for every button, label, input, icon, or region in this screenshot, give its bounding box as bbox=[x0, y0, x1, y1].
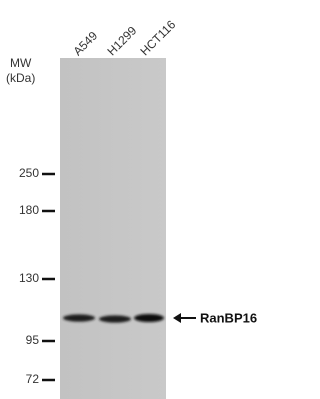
mw-unit: (kDa) bbox=[6, 71, 35, 85]
membrane bbox=[60, 58, 166, 399]
arrow-head bbox=[173, 313, 181, 323]
lane-label: HCT116 bbox=[137, 17, 178, 58]
marker-label: 250 bbox=[19, 166, 39, 180]
marker-label: 72 bbox=[26, 372, 40, 386]
marker-label: 180 bbox=[19, 203, 39, 217]
mw-label: MW bbox=[10, 56, 32, 70]
lane-label: A549 bbox=[70, 28, 100, 58]
band bbox=[99, 315, 131, 322]
lane-label: H1299 bbox=[104, 23, 139, 58]
marker-label: 95 bbox=[26, 333, 40, 347]
band-label: RanBP16 bbox=[200, 310, 257, 325]
band bbox=[134, 314, 164, 322]
band bbox=[63, 314, 95, 321]
marker-label: 130 bbox=[19, 271, 39, 285]
